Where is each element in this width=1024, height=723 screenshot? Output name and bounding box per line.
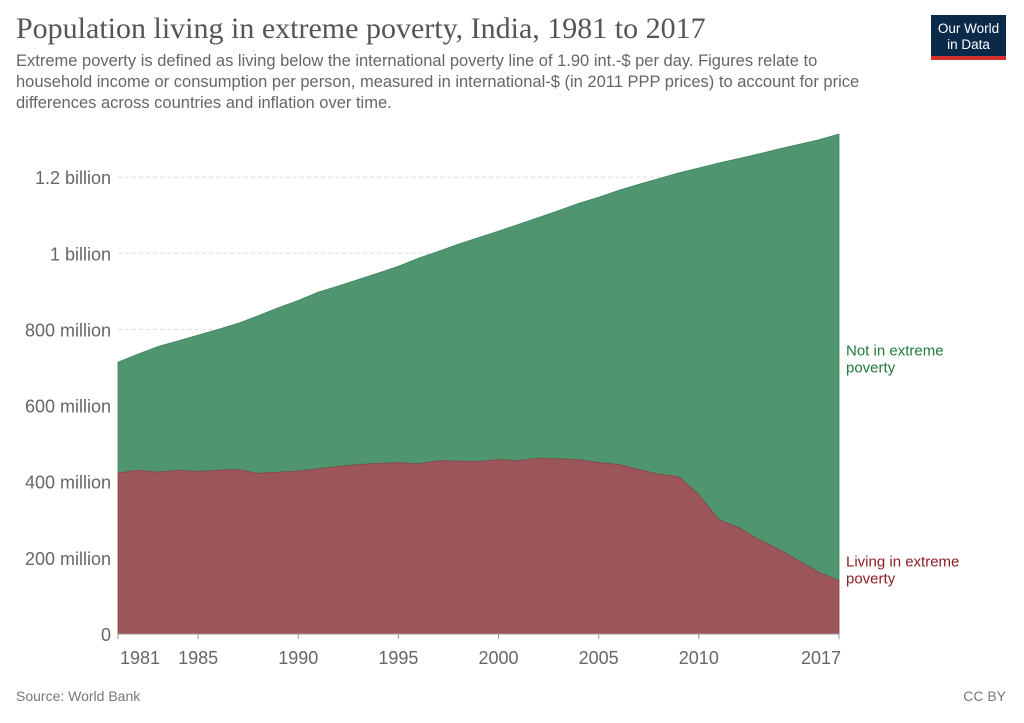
series-label-not-in-extreme-poverty-line: Not in extreme <box>846 342 944 359</box>
license-note[interactable]: CC BY <box>963 688 1006 704</box>
series-label-living-in-extreme-poverty-line: Living in extreme <box>846 553 959 570</box>
y-tick-label: 0 <box>101 625 111 645</box>
owid-logo[interactable]: Our World in Data <box>931 15 1006 60</box>
x-tick-label: 1995 <box>378 648 418 668</box>
series-label-living-in-extreme-poverty: Living in extreme poverty <box>846 553 959 587</box>
x-tick-label: 2000 <box>479 648 519 668</box>
chart-subtitle: Extreme poverty is defined as living bel… <box>16 52 860 112</box>
y-tick-label: 200 million <box>25 549 111 569</box>
series-label-living-in-extreme-poverty-line: poverty <box>846 570 896 587</box>
x-tick-label: 1985 <box>178 648 218 668</box>
series-label-not-in-extreme-poverty: Not in extreme poverty <box>846 342 944 376</box>
chart-title: Population living in extreme poverty, In… <box>16 12 706 45</box>
logo-line-1: Our World <box>937 21 1000 36</box>
y-tick-label: 800 million <box>25 320 111 340</box>
y-tick-label: 1 billion <box>50 244 111 264</box>
series-area-living-in-extreme-poverty <box>117 457 840 635</box>
x-tick-label: 2017 <box>801 648 841 668</box>
x-tick-label: 2010 <box>679 648 719 668</box>
series-label-not-in-extreme-poverty-line: poverty <box>846 359 896 376</box>
y-tick-label: 1.2 billion <box>35 168 111 188</box>
y-tick-label: 600 million <box>25 397 111 417</box>
x-tick-label: 2005 <box>579 648 619 668</box>
x-tick-label: 1981 <box>120 648 160 668</box>
y-tick-label: 400 million <box>25 473 111 493</box>
x-tick-label: 1990 <box>278 648 318 668</box>
source-note: Source: World Bank <box>16 688 141 704</box>
logo-line-2: in Data <box>947 37 990 52</box>
